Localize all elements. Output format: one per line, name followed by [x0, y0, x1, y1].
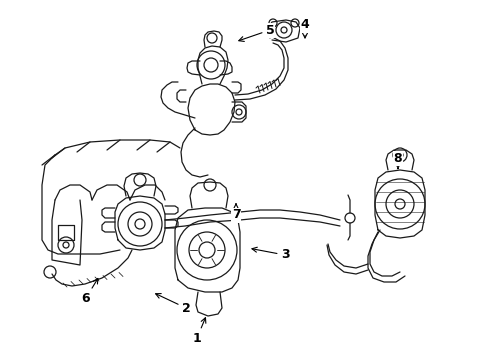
Text: 2: 2 [156, 293, 191, 315]
Text: 8: 8 [393, 152, 402, 168]
Text: 3: 3 [252, 247, 289, 261]
Text: 5: 5 [239, 23, 274, 41]
Text: 6: 6 [82, 278, 98, 305]
Text: 7: 7 [232, 204, 241, 221]
Text: 1: 1 [193, 318, 206, 345]
Text: 4: 4 [301, 18, 309, 38]
